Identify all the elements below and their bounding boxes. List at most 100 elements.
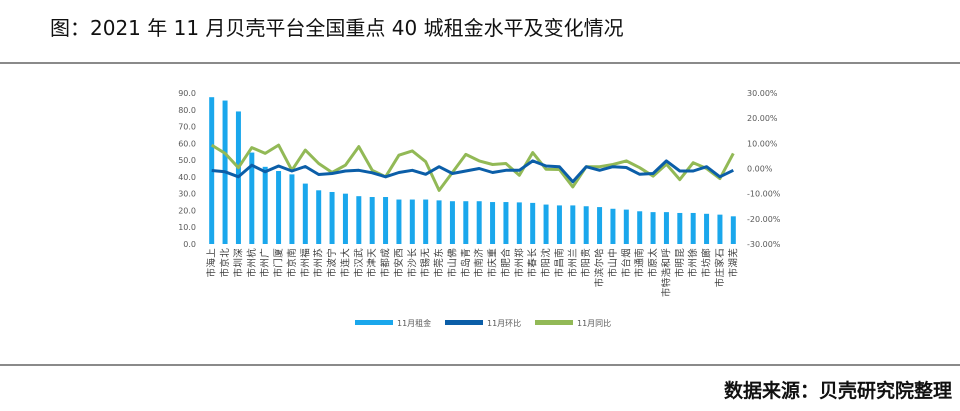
right-axis: -30.00% -20.00% -10.00% 0.00% 10.00% 20.00% 30… — [747, 89, 781, 249]
category-char: 南 — [286, 248, 298, 258]
category-char: 湖 — [728, 258, 739, 268]
category-char: 台 — [620, 258, 632, 268]
bar-贵阳市 — [583, 206, 589, 244]
right-tick-label: 10.00% — [747, 139, 778, 148]
category-char: 无 — [421, 248, 432, 258]
category-char: 烟 — [620, 248, 632, 258]
bar-沈阳市 — [543, 204, 549, 244]
category-char: 市 — [701, 267, 713, 277]
category-char: 通 — [635, 258, 646, 268]
rent-bars — [209, 97, 736, 244]
category-char: 市 — [580, 267, 592, 277]
category-char: 市 — [286, 267, 298, 277]
left-tick-label: 50.0 — [178, 156, 196, 165]
category-char: 郑 — [513, 248, 525, 258]
legend-swatch-11月租金 — [355, 320, 393, 325]
category-char: 市 — [460, 267, 472, 277]
category-char: 波 — [326, 258, 338, 268]
category-char: 春 — [527, 258, 539, 268]
bar-苏州市 — [316, 190, 322, 244]
category-char: 市 — [500, 267, 512, 277]
category-char: 市 — [567, 267, 579, 277]
category-label-芜湖市: 芜湖市 — [727, 248, 739, 278]
category-char: 市 — [246, 267, 258, 277]
bar-厦门市 — [276, 171, 282, 244]
category-label-杭州市: 杭州市 — [246, 248, 258, 278]
category-char: 市 — [380, 267, 392, 277]
bar-广州市 — [262, 166, 268, 244]
category-char: 济 — [473, 248, 485, 258]
category-char: 合 — [500, 248, 512, 258]
bar-西安市 — [396, 199, 402, 244]
category-char: 宁 — [326, 248, 338, 258]
category-char: 门 — [273, 258, 285, 268]
left-tick-label: 90.0 — [178, 89, 196, 98]
right-tick-label: 30.00% — [747, 89, 778, 98]
legend-swatch-11月同比 — [535, 320, 573, 325]
bar-昆明市 — [677, 212, 683, 244]
category-char: 成 — [380, 248, 392, 258]
category-label-厦门市: 厦门市 — [273, 248, 285, 278]
category-label-上海市: 上海市 — [206, 248, 218, 278]
left-tick-label: 70.0 — [178, 123, 196, 132]
category-char: 市 — [326, 267, 338, 277]
bar-徐州市 — [690, 212, 696, 244]
category-char: 莞 — [433, 258, 445, 268]
category-char: 海 — [206, 258, 218, 268]
category-char: 汉 — [354, 258, 365, 268]
category-char: 州 — [300, 258, 311, 268]
category-char: 州 — [514, 258, 525, 268]
category-char: 杭 — [246, 248, 258, 258]
bar-无锡市 — [423, 199, 429, 244]
category-char: 肥 — [501, 258, 512, 268]
category-char: 上 — [207, 248, 218, 258]
left-tick-label: 60.0 — [178, 139, 196, 148]
right-tick-label: -10.00% — [747, 190, 781, 199]
bar-福州市 — [302, 183, 308, 244]
category-char: 市 — [594, 277, 606, 287]
category-char: 市 — [634, 267, 646, 277]
category-char: 中 — [607, 248, 619, 258]
category-label-昆明市: 昆明市 — [674, 248, 686, 278]
category-char: 市 — [513, 267, 525, 277]
category-label-重庆市: 重庆市 — [487, 248, 499, 278]
bar-兰州市 — [570, 205, 576, 244]
category-char: 市 — [607, 267, 619, 277]
category-char: 市 — [219, 267, 231, 277]
category-char: 州 — [260, 258, 271, 268]
category-char: 长 — [406, 248, 418, 258]
bar-杭州市 — [249, 152, 255, 244]
category-char: 市 — [206, 267, 218, 277]
category-char: 南 — [473, 258, 485, 268]
category-char: 太 — [647, 248, 659, 258]
category-label-南昌市: 南昌市 — [553, 248, 565, 277]
category-char: 和 — [661, 258, 672, 268]
category-char: 圳 — [233, 258, 244, 268]
category-char: 东 — [433, 248, 445, 258]
category-char: 市 — [714, 277, 726, 287]
category-char: 市 — [259, 267, 271, 277]
category-char: 市 — [553, 267, 565, 277]
category-label-廊坊市: 廊坊市 — [701, 248, 713, 278]
category-char: 苏 — [313, 248, 325, 258]
bar-宁波市 — [329, 191, 335, 244]
bottom-divider — [0, 364, 960, 366]
bar-济南市 — [476, 201, 482, 244]
category-char: 石 — [715, 248, 726, 258]
bar-烟台市 — [623, 209, 629, 244]
category-char: 锡 — [420, 258, 432, 268]
category-char: 市 — [687, 267, 699, 277]
category-char: 市 — [299, 267, 311, 277]
category-char: 大 — [339, 248, 351, 258]
category-label-青岛市: 青岛市 — [460, 248, 472, 277]
category-char: 深 — [233, 248, 244, 258]
line-11月同比 — [210, 143, 735, 192]
top-divider — [0, 62, 960, 64]
category-char: 兰 — [567, 248, 579, 258]
category-char: 芜 — [727, 248, 739, 258]
category-char: 特 — [660, 277, 672, 287]
chart-title: 图：2021 年 11 月贝壳平台全国重点 40 城租金水平及变化情况 — [50, 16, 624, 40]
bar-大连市 — [342, 193, 348, 244]
